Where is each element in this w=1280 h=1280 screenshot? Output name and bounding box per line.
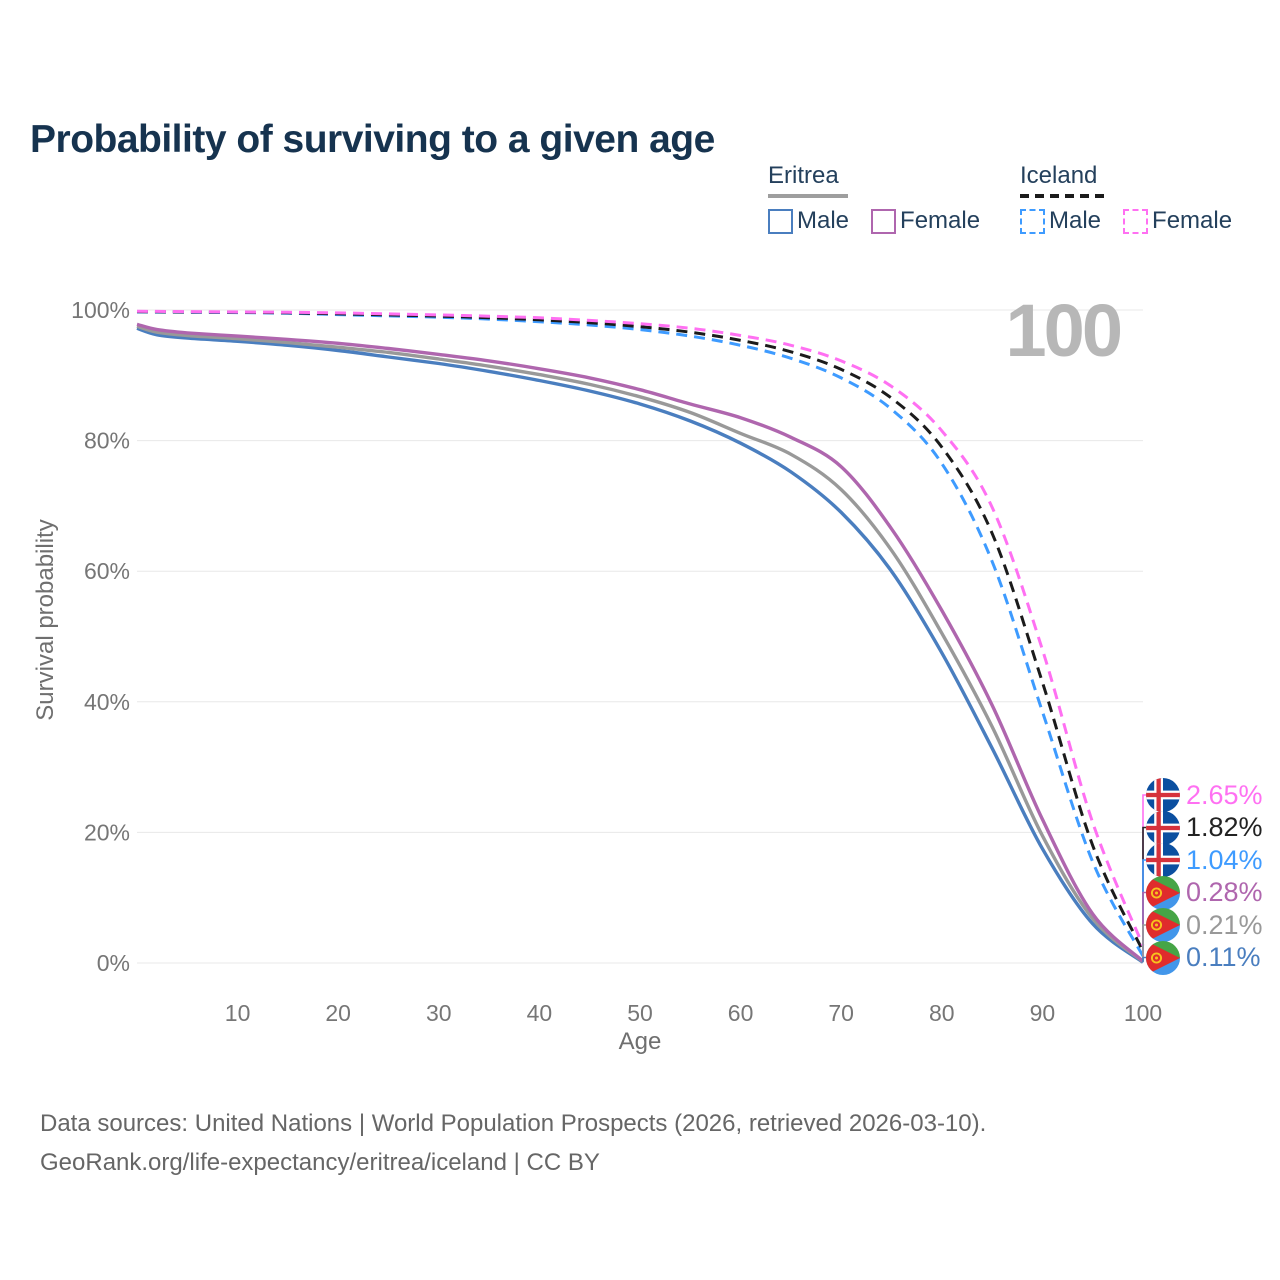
end-label-row-eritrea-both-sexes: 0.21% [1146,908,1263,942]
legend-country-eritrea: Eritrea [768,162,839,189]
eritrea-flag-icon [1146,940,1180,975]
series-line-eritrea-female[interactable] [136,322,1145,963]
legend-group-iceland: Iceland Male Female [1020,162,1254,235]
end-label-row-eritrea-female: 0.28% [1146,875,1263,910]
x-tick-label: 50 [627,1000,653,1026]
y-tick-label: 80% [84,428,130,454]
y-axis-title: Survival probability [32,519,59,721]
legend-country-iceland: Iceland [1020,162,1098,189]
footer-sources: Data sources: United Nations | World Pop… [40,1110,987,1137]
page-title: Probability of surviving to a given age [30,118,715,162]
x-tick-label: 80 [929,1000,955,1026]
legend-item-iceland-female[interactable]: Female [1123,207,1232,235]
series-line-eritrea-both-sexes[interactable] [136,324,1145,963]
end-label-value: 0.28% [1186,877,1263,907]
x-axis-title: Age [618,1028,662,1055]
eritrea-combined-line-swatch [768,194,848,198]
x-tick-label: 90 [1030,1000,1056,1026]
end-label-value: 2.65% [1186,779,1263,810]
iceland-female-swatch [1123,208,1149,234]
iceland-flag-icon [1146,843,1180,877]
series-line-eritrea-male[interactable] [136,326,1145,964]
age-watermark: 100 [1005,289,1123,372]
eritrea-flag-icon [1146,875,1180,910]
legend-item-iceland-male[interactable]: Male [1020,207,1101,235]
x-tick-label: 10 [225,1000,251,1026]
x-tick-label: 40 [527,1000,553,1026]
y-tick-label: 60% [84,558,130,584]
iceland-combined-line-swatch [1020,194,1106,198]
legend-label-eritrea-female: Female [900,207,981,234]
x-tick-label: 100 [1124,1000,1162,1026]
eritrea-flag-icon [1146,908,1180,942]
series-line-iceland-female[interactable] [136,309,1145,947]
legend-label-iceland-female: Female [1152,207,1233,234]
eritrea-male-swatch [768,208,793,234]
iceland-flag-icon [1146,810,1180,845]
series-line-iceland-both-sexes[interactable] [136,310,1145,952]
series-line-iceland-male[interactable] [136,310,1145,957]
legend-label-iceland-male: Male [1049,207,1102,234]
y-tick-label: 20% [84,819,130,845]
end-label-value: 1.82% [1186,812,1263,842]
end-label-row-iceland-both-sexes: 1.82% [1146,810,1263,845]
end-label-connector [1142,956,1147,963]
end-label-value: 1.04% [1186,844,1263,875]
end-label-row-eritrea-male: 0.11% [1146,940,1261,975]
legend-label-eritrea-male: Male [797,207,850,234]
end-label-row-iceland-male: 1.04% [1146,843,1263,877]
end-label-connector [1142,924,1147,962]
y-tick-label: 100% [71,297,130,323]
eritrea-female-swatch [871,208,897,234]
footer: Data sources: United Nations | World Pop… [40,1104,986,1182]
legend-group-eritrea: Eritrea Male Female [768,162,1002,235]
end-label-row-iceland-female: 2.65% [1146,778,1263,812]
x-tick-label: 30 [426,1000,452,1026]
footer-link: GeoRank.org/life-expectancy/eritrea/icel… [40,1149,600,1176]
iceland-male-swatch [1020,208,1045,234]
iceland-flag-icon [1146,778,1180,812]
x-tick-label: 70 [828,1000,854,1026]
end-label-value: 0.21% [1186,909,1263,940]
y-tick-label: 40% [84,689,130,715]
x-tick-label: 60 [728,1000,754,1026]
y-tick-label: 0% [97,950,130,976]
end-label-value: 0.11% [1186,942,1261,972]
legend-item-eritrea-male[interactable]: Male [768,207,849,235]
x-tick-label: 20 [325,1000,351,1026]
legend-item-eritrea-female[interactable]: Female [871,207,980,235]
